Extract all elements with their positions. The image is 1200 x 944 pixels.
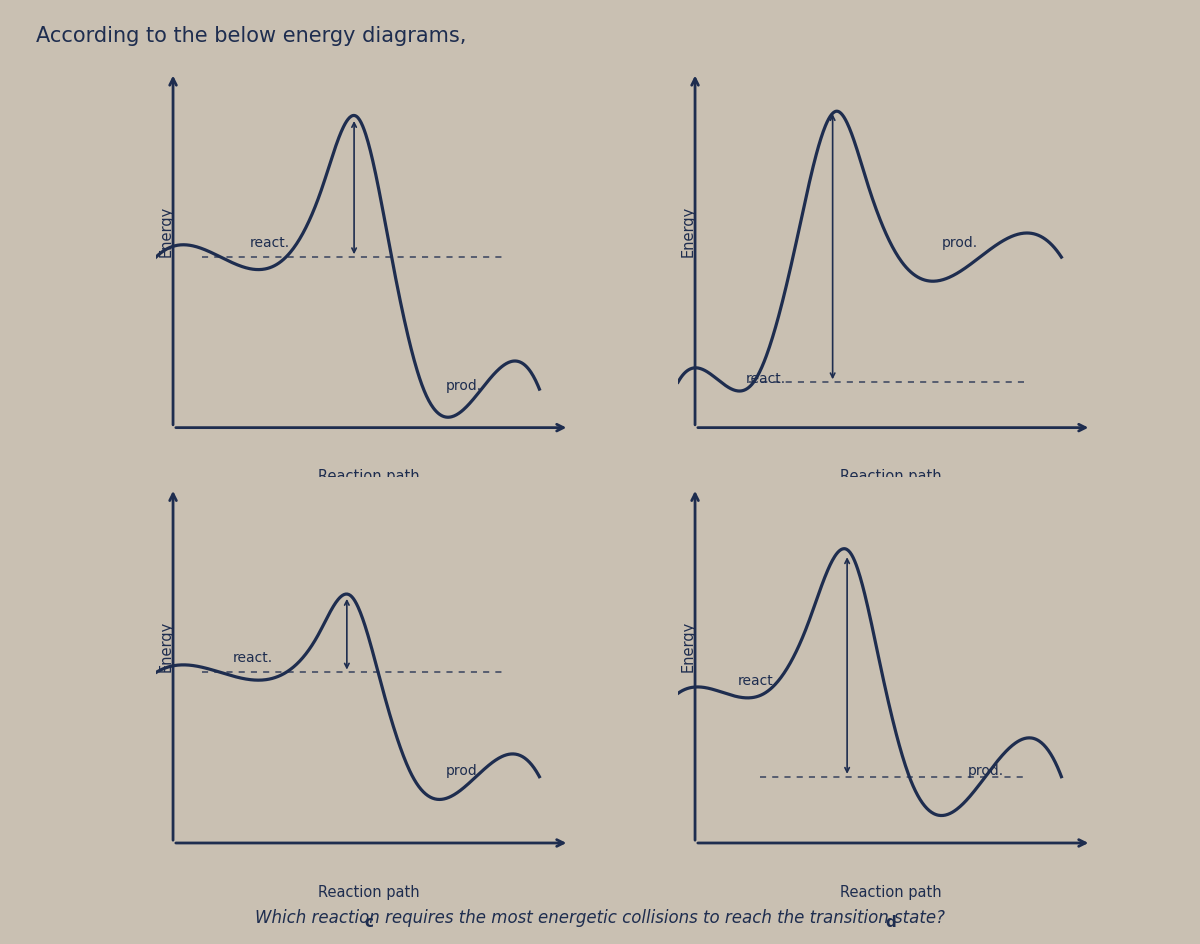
Text: Which reaction requires the most energetic collisions to reach the transition st: Which reaction requires the most energet…	[256, 909, 946, 927]
Text: prod.: prod.	[445, 379, 482, 393]
Text: Energy: Energy	[680, 621, 695, 672]
Text: prod.: prod.	[942, 236, 978, 249]
Text: prod.: prod.	[445, 765, 482, 778]
Text: react.: react.	[738, 674, 778, 687]
Text: a: a	[364, 499, 374, 514]
Text: Reaction path: Reaction path	[318, 469, 420, 484]
Text: Reaction path: Reaction path	[840, 469, 942, 484]
Text: react.: react.	[233, 651, 272, 665]
Text: Energy: Energy	[158, 206, 173, 257]
Text: react.: react.	[746, 372, 786, 385]
Text: prod.: prod.	[967, 765, 1004, 778]
Text: Energy: Energy	[680, 206, 695, 257]
Text: Energy: Energy	[158, 621, 173, 672]
Text: c: c	[365, 915, 373, 930]
Text: d: d	[886, 915, 896, 930]
Text: react.: react.	[250, 236, 290, 249]
Text: Reaction path: Reaction path	[318, 885, 420, 900]
Text: b: b	[886, 499, 896, 514]
Text: Reaction path: Reaction path	[840, 885, 942, 900]
Text: According to the below energy diagrams,: According to the below energy diagrams,	[36, 26, 467, 46]
